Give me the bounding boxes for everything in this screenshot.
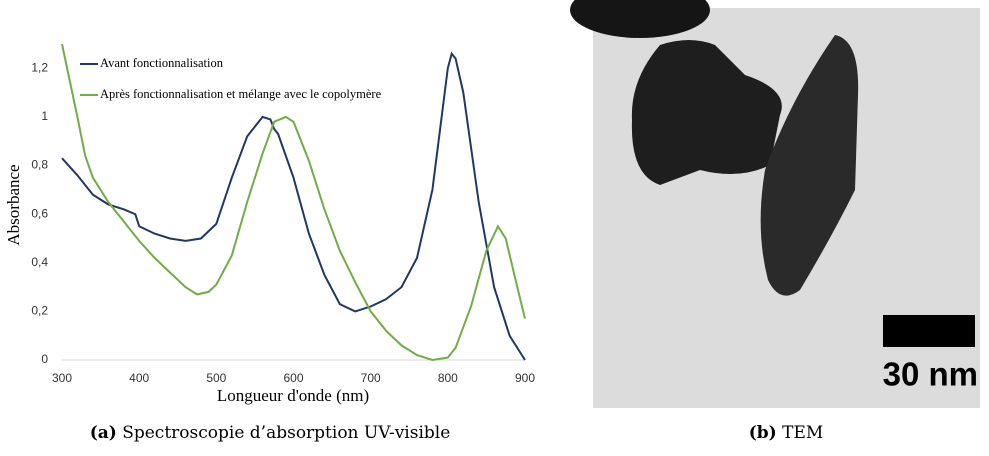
caption-text: Spectroscopie d’absorption UV-visible — [122, 423, 450, 443]
x-axis-label: Longueur d'onde (nm) — [217, 386, 369, 405]
caption-text: TEM — [782, 423, 823, 443]
legend-label: Avant fonctionnalisation — [100, 56, 224, 70]
y-tick-label: 1 — [41, 109, 48, 123]
caption-label: (b) — [749, 423, 777, 443]
x-tick-label: 900 — [515, 371, 535, 385]
caption-label: (a) — [90, 423, 117, 443]
x-tick-label: 300 — [52, 371, 72, 385]
x-tick-label: 500 — [206, 371, 226, 385]
caption: (b) TEM — [749, 423, 824, 443]
y-tick-label: 0,6 — [31, 206, 48, 220]
particle — [570, 0, 710, 38]
y-tick-label: 0,4 — [31, 255, 48, 269]
y-tick-label: 0,8 — [31, 158, 48, 172]
particle — [760, 35, 859, 296]
x-tick-label: 800 — [438, 371, 458, 385]
scale-bar — [883, 315, 975, 347]
x-tick-label: 700 — [361, 371, 381, 385]
y-tick-label: 1,2 — [31, 60, 48, 74]
caption: (a) Spectroscopie d’absorption UV-visibl… — [90, 423, 451, 443]
series-line — [61, 43, 526, 362]
y-tick-label: 0,2 — [31, 304, 48, 318]
legend-label: Après fonctionnalisation et mélange avec… — [100, 87, 382, 101]
y-axis-label: Absorbance — [4, 164, 23, 245]
x-tick-label: 600 — [283, 371, 303, 385]
tem-image: 30 nm — [570, 0, 980, 408]
x-tick-label: 400 — [129, 371, 149, 385]
y-tick-label: 0 — [41, 352, 48, 366]
particle — [631, 40, 782, 185]
scale-bar-label: 30 nm — [883, 356, 978, 393]
series-line — [61, 51, 526, 361]
